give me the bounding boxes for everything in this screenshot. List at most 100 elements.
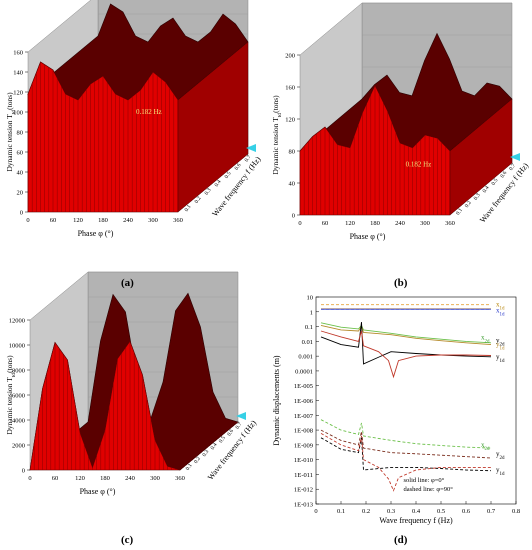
floor-marker — [236, 412, 246, 420]
series-label: y2d — [496, 450, 505, 461]
y-tick-label: 0.4 — [214, 179, 223, 188]
chart-panel-b: 0 40 80 120 160 200 0 60 120 180 240 300 360 0.1 0.2 0.… — [266, 0, 532, 275]
series-line — [320, 330, 492, 379]
surface-side — [179, 421, 239, 471]
y-tick-label: 1E-007 — [294, 413, 314, 420]
series-label: y1d — [496, 341, 505, 352]
y-tick-label: 0.4 — [210, 442, 219, 451]
z-tick-label: 60 — [17, 150, 24, 157]
y-tick-label: 1E-010 — [294, 457, 313, 464]
series-line — [320, 437, 492, 472]
series-line — [320, 429, 492, 459]
annotation-label: 0.182 Hz — [406, 161, 432, 169]
x-tick-label: 0 — [26, 217, 29, 224]
x-tick-label: 0.3 — [387, 508, 395, 515]
x-tick-label: 120 — [73, 217, 83, 224]
z-tick-label: 160 — [285, 85, 295, 92]
y-tick-label: 1 — [310, 309, 313, 316]
floor-marker — [246, 144, 256, 152]
x-tick-label: 360 — [445, 220, 455, 227]
x-tick-label: 60 — [52, 475, 59, 482]
caption-d: (d) — [394, 534, 408, 546]
y-tick-label: 0.7 — [235, 421, 244, 430]
z-tick-label: 120 — [285, 117, 295, 124]
z-tick-label: 80 — [289, 149, 296, 156]
y-tick-label: 1E-013 — [294, 502, 313, 509]
x-tick-label: 0.5 — [437, 508, 445, 515]
chart-panel-a: 0 20 40 60 80 100 120 140 160 0 60 120 180 240 300 360 0… — [0, 0, 266, 275]
z-tick-label: 40 — [17, 170, 24, 177]
y-tick-label: 0.3 — [473, 192, 482, 201]
z-tick-label: 12000 — [9, 318, 25, 325]
x-tick-label: 0 — [298, 220, 301, 227]
x-tick-label: 180 — [370, 220, 380, 227]
x-tick-label: 240 — [125, 475, 135, 482]
series-label: x1d — [496, 301, 505, 312]
x-axis-title: Phase φ (°) — [350, 232, 386, 241]
y-tick-label: 0.1 — [185, 462, 194, 471]
y-tick-label: 0.6 — [226, 428, 235, 437]
y-tick-label: 10 — [307, 295, 314, 302]
surface-side — [177, 41, 249, 213]
x-tick-label: 0.2 — [362, 508, 370, 515]
y-tick-label: 0.1 — [305, 324, 313, 331]
x-tick-label: 0.1 — [337, 508, 345, 515]
x-tick-label: 180 — [100, 475, 110, 482]
x-tick-label: 300 — [150, 475, 160, 482]
x-tick-label: 0.6 — [462, 508, 471, 515]
y-tick-label: 0.5 — [224, 171, 233, 180]
series-line — [320, 324, 492, 346]
series-label: x2d — [481, 441, 490, 452]
x-tick-label: 120 — [345, 220, 355, 227]
series-label: y1d — [496, 466, 505, 477]
annotation-label: 0.182 Hz — [136, 108, 162, 116]
y-tick-label: 0.2 — [464, 200, 473, 209]
surface-chart-c: 0 2000 4000 6000 8000 10000 12000 0 60 120 180 240 3… — [5, 271, 258, 496]
z-tick-label: 4000 — [12, 418, 25, 425]
z-tick-label: 200 — [285, 53, 295, 60]
y-tick-label: 0.0001 — [295, 368, 313, 375]
floor-marker — [510, 153, 520, 161]
y-tick-label: 0.6 — [234, 162, 243, 171]
y-tick-label: 0.5 — [218, 435, 227, 444]
surface-side — [449, 98, 513, 216]
y-tick-label: 0.2 — [193, 456, 202, 465]
x-tick-label: 240 — [123, 217, 133, 224]
x-tick-label: 180 — [98, 217, 108, 224]
y-tick-label: 0.4 — [482, 185, 491, 194]
y-tick-label: 1E-008 — [294, 428, 313, 435]
y-tick-label: 0.2 — [194, 195, 203, 204]
x-tick-label: 120 — [75, 475, 85, 482]
y-axis-title: Dynamic displacements (m) — [272, 355, 281, 446]
x-tick-label: 60 — [50, 217, 57, 224]
x-tick-label: 360 — [175, 475, 185, 482]
x-axis-title: Phase φ (°) — [80, 487, 116, 496]
x-tick-label: 360 — [173, 217, 183, 224]
z-tick-label: 10000 — [9, 343, 25, 350]
z-tick-label: 20 — [17, 190, 24, 197]
series-label: x2d — [481, 334, 490, 345]
z-tick-label: 140 — [13, 70, 23, 77]
chart-panel-d: 10 1 0.1 0.01 0.001 0.0001 1E-005 1E-006 1E-007 1… — [266, 275, 532, 550]
y-tick-label: 1E-011 — [294, 472, 313, 479]
x-tick-label: 300 — [420, 220, 430, 227]
y-tick-label: 1E-012 — [294, 487, 313, 494]
y-tick-label: 0.6 — [499, 170, 508, 179]
x-tick-label: 300 — [148, 217, 158, 224]
series-line — [320, 322, 492, 365]
y-tick-label: 0.3 — [201, 449, 210, 458]
plot-frame — [315, 296, 517, 505]
z-axis-title: Dynamic tension Ttd(tons) — [271, 95, 283, 175]
z-tick-label: 0 — [22, 468, 25, 475]
x-tick-label: 0.8 — [512, 508, 520, 515]
x-axis-title: Wave frequency f (Hz) — [379, 516, 453, 525]
series-label: x1d — [496, 307, 505, 318]
series-line — [320, 433, 491, 492]
y-tick-label: 0.1 — [455, 207, 464, 216]
series-label: y1d — [496, 353, 505, 364]
y-tick-label: 0.7 — [508, 163, 517, 172]
z-tick-label: 160 — [13, 50, 23, 57]
z-tick-label: 0 — [20, 210, 23, 217]
x-tick-label: 240 — [395, 220, 405, 227]
